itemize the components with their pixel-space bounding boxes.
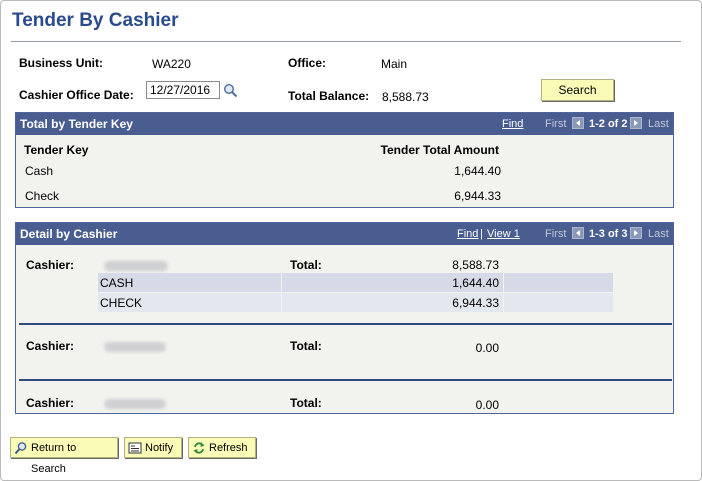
office-label: Office: <box>288 56 327 70</box>
tender-key-next-arrow-icon <box>630 117 642 129</box>
cashier-separator <box>19 379 672 381</box>
cashier-tender-type: CASH <box>100 276 134 290</box>
cashier-total-label: Total: <box>290 258 322 272</box>
refresh-button[interactable]: Refresh <box>188 437 256 458</box>
cashier-id-redacted <box>104 342 166 352</box>
tender-total-column-header: Tender Total Amount <box>380 143 499 157</box>
cashier-total-value: 8,588.73 <box>452 258 499 272</box>
search-button[interactable]: Search <box>541 79 614 101</box>
return-to-search-label: Return to Search <box>31 442 77 475</box>
cashier-tender-amount: 6,944.33 <box>452 296 499 310</box>
cashier-view-link[interactable]: View 1 <box>487 228 520 240</box>
tender-key-grid-header: Total by Tender Key Find First 1-2 of 2 … <box>16 113 673 135</box>
cashier-find-link[interactable]: Find <box>457 228 479 240</box>
page-title: Tender By Cashier <box>12 10 179 31</box>
tender-amount-cell-bg <box>282 273 503 292</box>
cashier-grid-header: Detail by Cashier Find | View 1 First 1-… <box>16 223 673 245</box>
tender-key-first-link: First <box>545 118 567 130</box>
tender-key-prev-arrow-icon <box>572 117 584 129</box>
cashier-row-count: 1-3 of 3 <box>589 228 628 240</box>
tender-type-cell-bg <box>98 273 281 292</box>
tender-extra-cell-bg <box>504 293 613 312</box>
nav-separator: | <box>480 228 483 240</box>
notify-icon <box>128 442 142 454</box>
tender-key-cell: Cash <box>25 164 54 178</box>
business-unit-value: WA220 <box>152 57 191 71</box>
tender-type-cell-bg <box>98 293 281 312</box>
business-unit-label: Business Unit: <box>19 56 104 70</box>
cashier-office-date-input[interactable]: 12/27/2016 <box>146 81 220 99</box>
cashier-id-redacted <box>104 399 166 409</box>
tender-key-last-link: Last <box>648 118 669 130</box>
tender-key-grid: Total by Tender Key Find First 1-2 of 2 … <box>15 112 674 208</box>
total-balance-label: Total Balance: <box>288 89 370 103</box>
notify-label: Notify <box>145 442 174 454</box>
refresh-label: Refresh <box>209 442 248 454</box>
notify-button[interactable]: Notify <box>124 437 182 458</box>
cashier-separator <box>19 323 672 325</box>
lookup-magnifier-icon[interactable] <box>223 83 238 98</box>
cashier-total-label: Total: <box>290 396 322 410</box>
cashier-label: Cashier: <box>26 339 75 353</box>
cashier-total-value: 0.00 <box>475 398 499 412</box>
tender-extra-cell-bg <box>504 273 613 292</box>
cashier-office-date-label: Cashier Office Date: <box>19 88 134 102</box>
cashier-tender-type: CHECK <box>100 296 143 310</box>
cashier-tender-amount: 1,644.40 <box>452 276 499 290</box>
cashier-total-label: Total: <box>290 339 322 353</box>
refresh-icon <box>193 442 205 454</box>
tender-key-grid-title: Total by Tender Key <box>20 117 133 131</box>
cashier-prev-arrow-icon <box>572 227 584 239</box>
tender-key-column-header: Tender Key <box>24 143 89 157</box>
total-balance-value: 8,588.73 <box>382 90 429 104</box>
cashier-label: Cashier: <box>26 396 75 410</box>
cashier-detail-grid: Detail by Cashier Find | View 1 First 1-… <box>15 222 674 414</box>
title-divider <box>11 41 681 42</box>
tender-key-row-count: 1-2 of 2 <box>589 118 628 130</box>
cashier-last-link: Last <box>648 228 669 240</box>
return-to-search-button[interactable]: Return to Search <box>10 437 118 475</box>
tender-key-find-link[interactable]: Find <box>502 118 524 130</box>
office-value: Main <box>381 57 408 71</box>
cashier-id-redacted <box>104 261 168 271</box>
tender-amount-cell: 1,644.40 <box>454 164 501 178</box>
cashier-total-value: 0.00 <box>475 341 499 355</box>
cashier-label: Cashier: <box>26 258 75 272</box>
magnifier-icon <box>14 442 27 455</box>
cashier-first-link: First <box>545 228 567 240</box>
tender-amount-cell: 6,944.33 <box>454 189 501 203</box>
tender-amount-cell-bg <box>282 293 503 312</box>
tender-key-cell: Check <box>25 189 60 203</box>
cashier-grid-title: Detail by Cashier <box>20 227 118 241</box>
cashier-next-arrow-icon <box>630 227 642 239</box>
